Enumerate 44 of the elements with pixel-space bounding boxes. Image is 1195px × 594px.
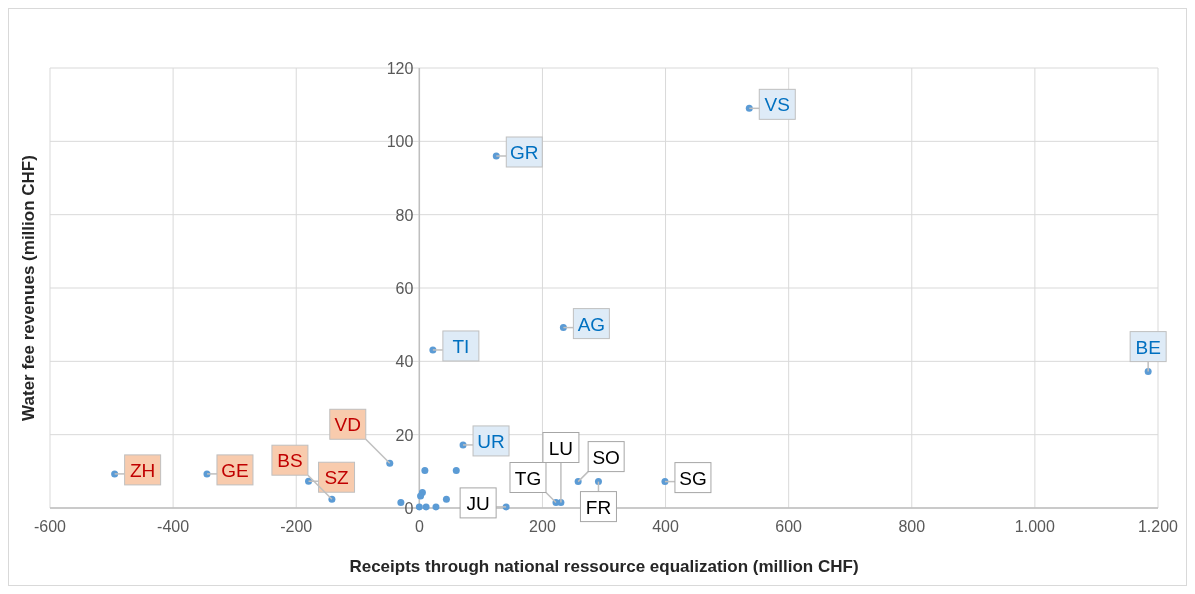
x-tick-label: 200 [529,518,556,535]
data-label: GR [510,142,539,163]
point [421,467,429,475]
data-label: SG [679,467,707,489]
data-label: VD [334,414,361,436]
y-tick-label: 60 [395,280,414,297]
x-axis-title: Receipts through national ressource equalization (million CHF) [349,557,859,576]
data-label: TI [452,335,470,357]
data-label: JU [466,492,490,514]
x-tick-label: 1.000 [1014,518,1056,535]
y-tick-label: 0 [404,500,414,517]
data-label: GE [221,459,249,481]
x-tick-label: -600 [33,518,67,535]
x-tick-label: 800 [898,518,926,535]
point [452,467,460,475]
data-label: BS [277,450,303,472]
data-label: SO [592,446,620,468]
point [442,495,450,503]
y-tick-label: 80 [395,206,414,224]
x-tick-label: -400 [157,518,190,535]
data-label: TG [514,467,542,489]
data-label: AG [577,313,606,335]
point [422,503,430,511]
data-label: FR [585,496,612,518]
point [432,503,440,511]
point [415,503,423,511]
y-tick-label: 100 [386,133,414,151]
data-label: ZH [129,459,156,481]
y-tick-label: 40 [395,353,414,371]
x-tick-label: 600 [775,518,803,535]
data-label: SZ [324,467,350,489]
data-label: UR [477,430,505,452]
x-tick-label: 1.200 [1137,518,1179,535]
y-axis-title: Water fee revenues (million CHF) [19,155,38,421]
y-tick-label: 120 [386,60,414,77]
data-label: VS [764,94,790,116]
point [661,478,669,486]
x-tick-label: -200 [280,518,313,535]
point [594,478,602,486]
y-tick-label: 20 [395,426,414,444]
data-label: LU [548,437,574,459]
x-tick-label: 400 [652,518,679,535]
point [397,499,405,506]
data-label: BE [1135,336,1161,358]
